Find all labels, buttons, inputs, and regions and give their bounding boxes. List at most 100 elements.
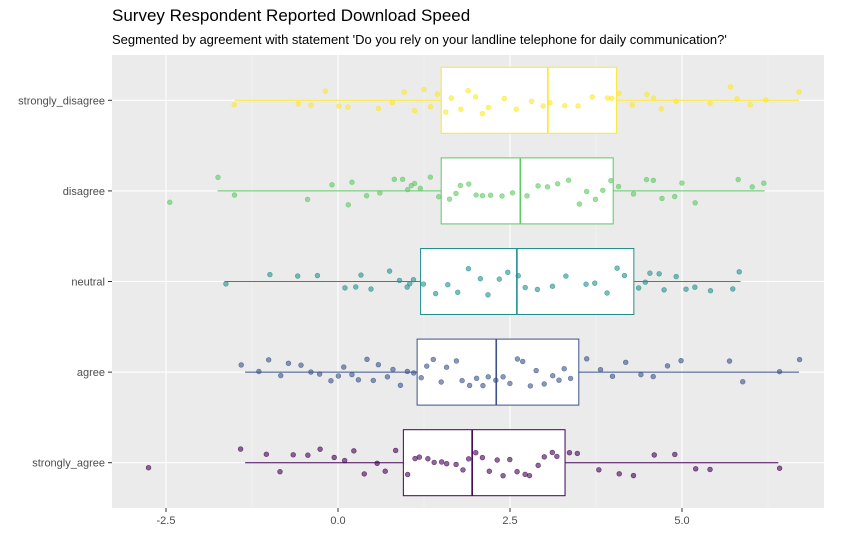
data-point — [427, 174, 434, 180]
box — [402, 429, 566, 497]
data-point — [730, 286, 736, 292]
data-point — [355, 377, 362, 383]
data-point — [425, 456, 431, 462]
data-point — [616, 90, 622, 97]
data-point — [238, 362, 244, 368]
data-point — [391, 176, 398, 183]
data-point — [635, 285, 642, 291]
data-point — [650, 95, 657, 101]
data-point — [353, 284, 359, 290]
data-point — [308, 102, 314, 109]
data-point — [623, 359, 629, 366]
data-point — [427, 104, 434, 110]
data-point — [410, 370, 417, 376]
data-point — [374, 460, 380, 467]
data-point — [438, 379, 444, 385]
data-point — [466, 382, 473, 389]
data-point — [341, 364, 347, 370]
data-point — [331, 454, 337, 461]
data-point — [368, 286, 374, 292]
data-point — [278, 372, 284, 379]
data-point — [496, 276, 503, 282]
data-point — [473, 450, 479, 456]
data-point — [609, 373, 616, 380]
data-point — [621, 272, 628, 279]
data-point — [522, 284, 528, 291]
data-point — [647, 270, 653, 276]
data-point — [424, 363, 430, 369]
data-point — [522, 471, 528, 478]
data-point — [453, 190, 459, 197]
data-point — [446, 196, 453, 202]
data-point — [455, 289, 461, 295]
data-point — [563, 273, 569, 279]
data-point — [592, 196, 599, 203]
data-point — [776, 368, 783, 375]
data-point — [304, 196, 311, 203]
data-point — [345, 104, 351, 110]
data-point — [616, 471, 622, 477]
data-point — [285, 360, 292, 367]
data-point — [485, 104, 492, 111]
data-point — [431, 459, 437, 466]
data-point — [453, 358, 460, 364]
data-point — [223, 281, 229, 287]
data-point — [643, 176, 650, 183]
data-point — [405, 186, 411, 193]
data-point — [562, 102, 568, 109]
data-point — [583, 188, 590, 195]
data-point — [305, 452, 311, 458]
data-point — [600, 187, 606, 193]
data-point — [673, 98, 679, 105]
data-point — [673, 273, 679, 280]
data-point — [535, 183, 541, 189]
data-point — [735, 176, 741, 183]
data-point — [396, 277, 403, 284]
data-point — [505, 269, 511, 276]
data-point — [377, 190, 383, 196]
data-point — [298, 362, 304, 368]
box — [420, 248, 635, 315]
data-point — [401, 89, 407, 95]
data-point — [351, 448, 357, 454]
data-point — [500, 472, 506, 479]
data-point — [487, 192, 494, 198]
data-point — [507, 380, 513, 387]
y-axis: strongly_disagree disagree neutral agree str… — [18, 95, 112, 470]
data-point — [432, 290, 439, 297]
x-tick-label: -2.5 — [157, 515, 176, 527]
data-point — [295, 101, 301, 107]
data-point — [390, 366, 396, 373]
data-point — [650, 373, 656, 380]
data-point — [664, 363, 671, 369]
data-point — [416, 454, 423, 460]
data-point — [465, 88, 471, 94]
data-point — [726, 358, 733, 364]
data-point — [263, 451, 270, 457]
data-point — [392, 447, 399, 454]
data-point — [485, 374, 491, 380]
data-point — [453, 461, 459, 468]
data-point — [341, 457, 348, 464]
data-point — [550, 373, 556, 379]
data-point — [567, 375, 574, 382]
data-point — [671, 193, 678, 200]
data-point — [167, 199, 173, 205]
data-point — [436, 194, 442, 200]
data-point — [473, 375, 480, 381]
data-point — [534, 286, 541, 293]
data-point — [609, 95, 615, 102]
data-point — [651, 452, 657, 458]
data-point — [404, 471, 411, 478]
data-point — [231, 101, 237, 108]
data-point — [796, 356, 803, 363]
data-point — [583, 281, 589, 287]
data-point — [528, 98, 535, 105]
data-point — [448, 95, 455, 101]
data-point — [404, 368, 411, 375]
data-point — [417, 185, 424, 192]
box-group-agree — [238, 338, 803, 406]
data-point — [389, 99, 395, 106]
data-point — [215, 174, 221, 180]
